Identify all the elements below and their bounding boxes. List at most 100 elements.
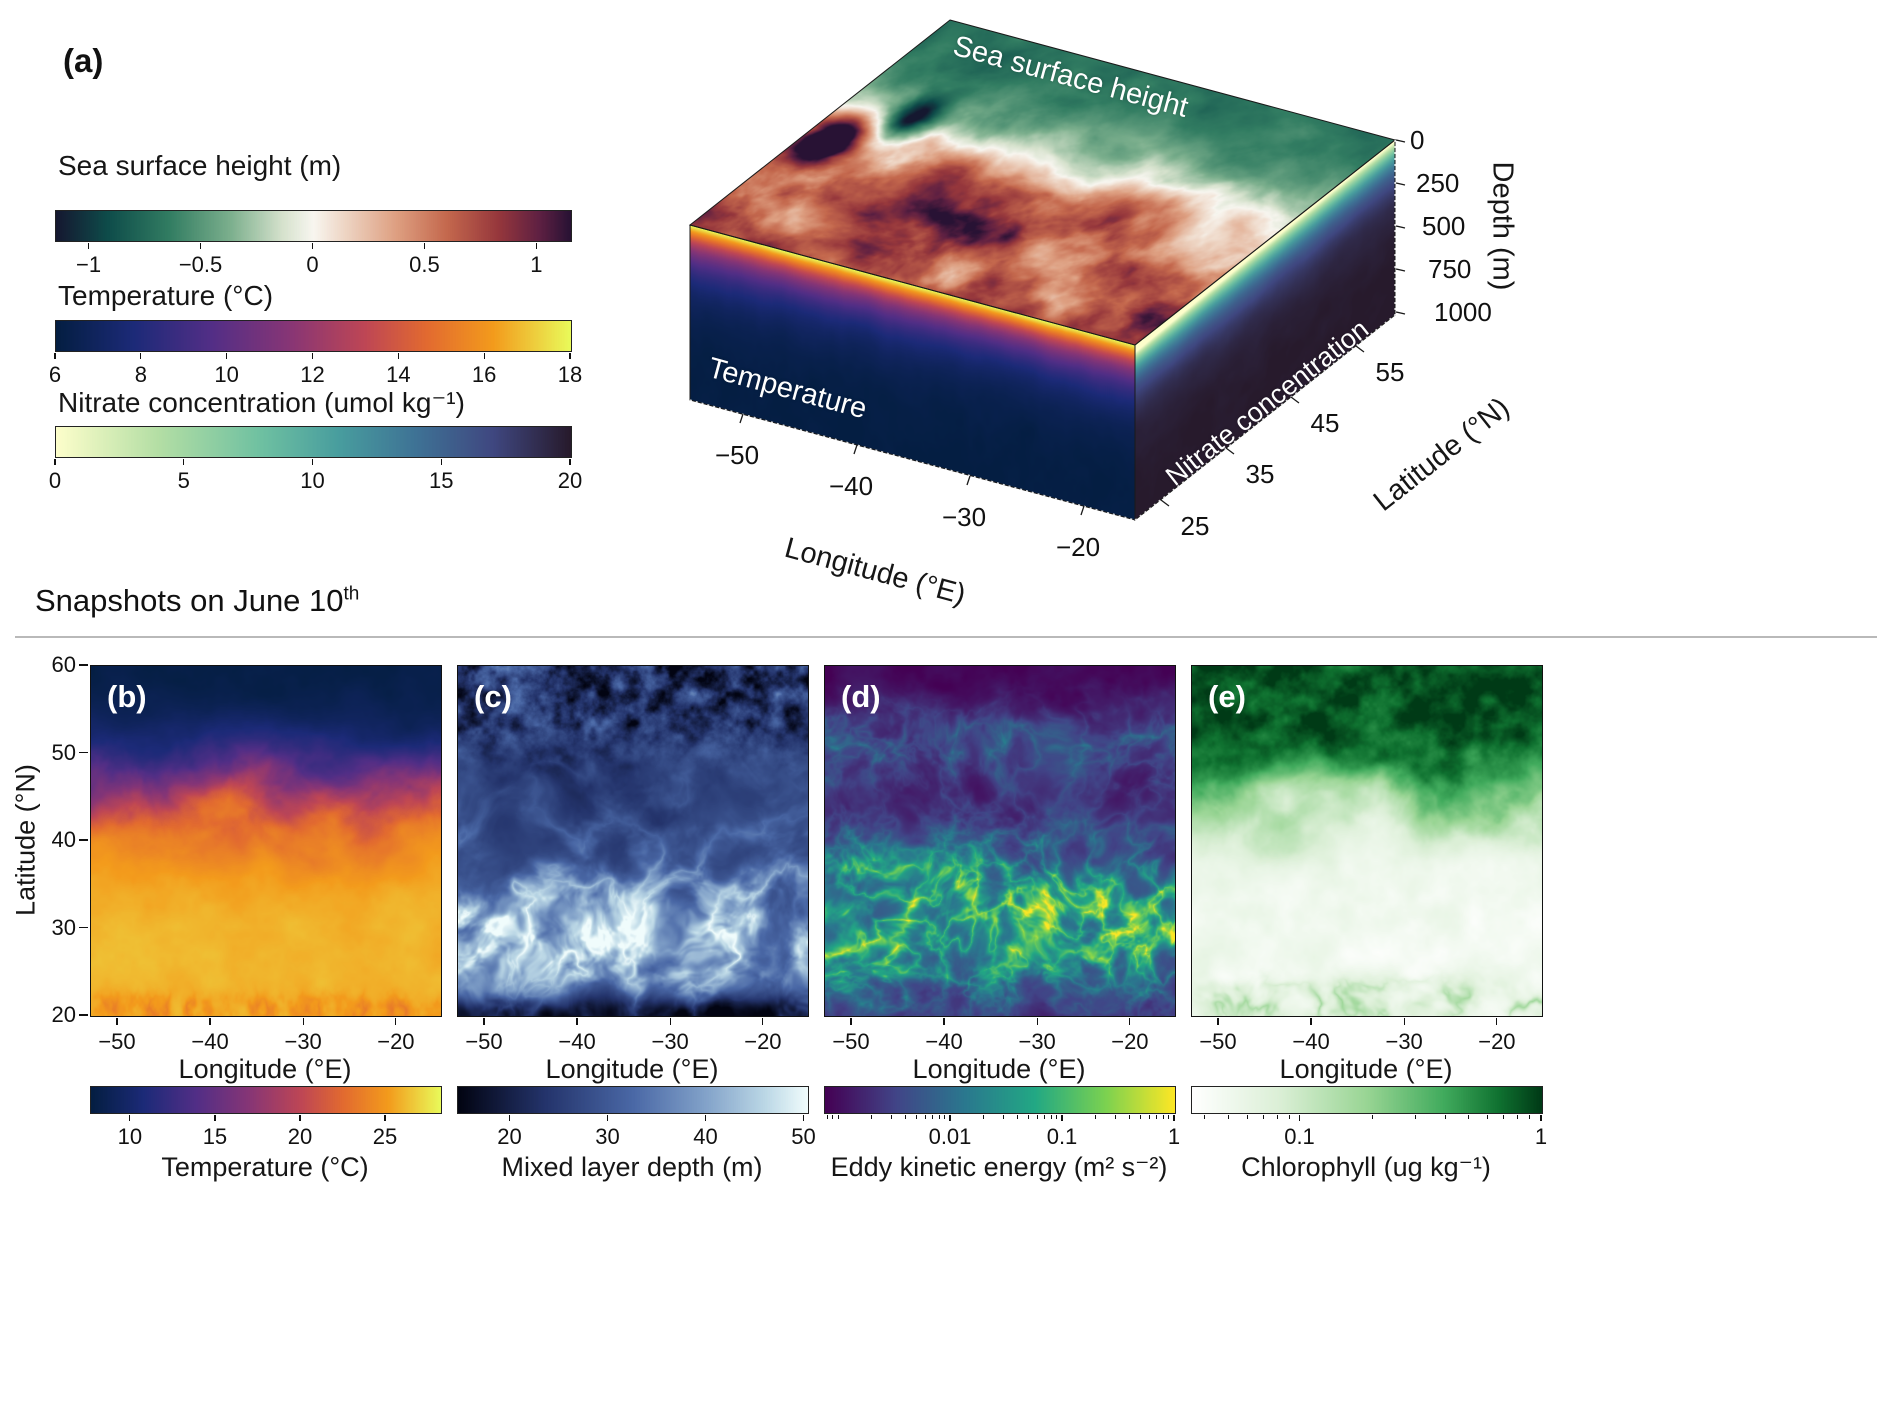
colorbar-tick-label: 0.1 bbox=[1284, 1124, 1315, 1149]
x-tick bbox=[209, 1018, 211, 1025]
panel-b-colorbar-title: Temperature (°C) bbox=[161, 1152, 369, 1182]
colorbar-minor-tick bbox=[1148, 1115, 1150, 1119]
colorbar-minor-tick bbox=[1050, 1115, 1052, 1119]
volume-x-tick-label: −30 bbox=[941, 502, 987, 532]
colorbar-minor-tick bbox=[1156, 1115, 1158, 1119]
x-tick-label: −30 bbox=[651, 1029, 689, 1054]
panel-b-map-temperature bbox=[90, 665, 442, 1017]
colorbar-tick bbox=[226, 353, 228, 359]
x-tick-label: −40 bbox=[558, 1029, 596, 1054]
colorbar-minor-tick bbox=[1517, 1115, 1519, 1119]
x-tick bbox=[1310, 1018, 1312, 1025]
x-tick-label: −40 bbox=[1292, 1029, 1330, 1054]
panel-e-x-axis-title: Longitude (°E) bbox=[1279, 1054, 1453, 1084]
volume-x-tick-label: −40 bbox=[828, 471, 874, 501]
colorbar-tick-label: 16 bbox=[471, 362, 497, 387]
colorbar-minor-tick bbox=[924, 1115, 926, 1119]
colorbar-minor-tick bbox=[932, 1115, 934, 1119]
colorbar-tick-label: 5 bbox=[177, 468, 190, 493]
colorbar-tick bbox=[1298, 1115, 1301, 1121]
colorbar-minor-tick bbox=[1139, 1115, 1141, 1119]
colorbar-minor-tick bbox=[915, 1115, 917, 1119]
colorbar-tick-label: 20 bbox=[557, 468, 583, 493]
panel-d-map-eddy-kinetic-energy bbox=[824, 665, 1176, 1017]
colorbar-tick bbox=[311, 243, 314, 249]
volume-y-tick-label: 35 bbox=[1245, 459, 1275, 489]
colorbar-tick bbox=[606, 1115, 609, 1121]
y-tick bbox=[79, 1014, 88, 1016]
y-tick bbox=[79, 839, 88, 841]
panel-e-map-chlorophyll bbox=[1191, 665, 1543, 1017]
panel-c-x-axis-title: Longitude (°E) bbox=[545, 1054, 719, 1084]
y-tick-label: 50 bbox=[51, 739, 76, 765]
colorbar-tick bbox=[87, 243, 90, 249]
colorbar-minor-tick bbox=[1056, 1115, 1058, 1119]
colorbar-tick-label: 0.5 bbox=[409, 252, 440, 277]
colorbar-minor-tick bbox=[1288, 1115, 1290, 1119]
x-tick bbox=[1217, 1018, 1219, 1025]
panel-c-map-mixed-layer-depth bbox=[457, 665, 809, 1017]
panel-d-colorbar-title: Eddy kinetic energy (m² s⁻²) bbox=[830, 1152, 1168, 1182]
x-tick-label: −20 bbox=[377, 1029, 415, 1054]
colorbar-tick-label: 40 bbox=[693, 1124, 718, 1149]
colorbar-tick bbox=[397, 353, 399, 359]
y-tick-label: 30 bbox=[51, 914, 76, 940]
x-tick-label: −50 bbox=[1199, 1029, 1237, 1054]
x-tick-label: −50 bbox=[98, 1029, 136, 1054]
colorbar-minor-tick bbox=[1168, 1115, 1170, 1119]
colorbar-minor-tick bbox=[1503, 1115, 1505, 1119]
panel-e-colorbar-title: Chlorophyll (ug kg⁻¹) bbox=[1241, 1152, 1491, 1182]
panel-d-x-axis-title: Longitude (°E) bbox=[912, 1054, 1086, 1084]
colorbar-tick-label: 10 bbox=[300, 468, 325, 493]
colorbar-tick-label: 0 bbox=[306, 252, 319, 277]
colorbar-minor-tick bbox=[1227, 1115, 1229, 1119]
x-tick bbox=[302, 1018, 304, 1025]
colorbar-tick bbox=[423, 243, 426, 249]
volume-z-tick-label: 0 bbox=[1410, 125, 1425, 155]
panel-a-letter: (a) bbox=[63, 42, 104, 79]
colorbar-minor-tick bbox=[1036, 1115, 1038, 1119]
colorbar-tick bbox=[949, 1115, 951, 1121]
panel-e-colorbar bbox=[1191, 1086, 1543, 1114]
colorbar-tick bbox=[1540, 1115, 1542, 1121]
colorbar-minor-tick bbox=[1262, 1115, 1264, 1119]
panel-b-colorbar bbox=[90, 1086, 442, 1114]
colorbar-minor-tick bbox=[890, 1115, 892, 1119]
x-tick bbox=[669, 1018, 671, 1025]
x-tick bbox=[1403, 1018, 1405, 1025]
colorbar-minor-tick bbox=[1044, 1115, 1046, 1119]
colorbar-minor-tick bbox=[1027, 1115, 1029, 1119]
y-tick-label: 20 bbox=[51, 1002, 76, 1027]
colorbar-tick-label: 50 bbox=[791, 1124, 816, 1149]
colorbar-minor-tick bbox=[1128, 1115, 1130, 1119]
colorbar-tick-label: 0.1 bbox=[1046, 1124, 1078, 1149]
colorbar-minor-tick bbox=[1276, 1115, 1278, 1119]
colorbar-minor-tick bbox=[1529, 1115, 1531, 1119]
colorbar-tick bbox=[183, 459, 185, 465]
x-tick-label: −50 bbox=[832, 1029, 870, 1054]
colorbar-tick bbox=[54, 459, 56, 465]
colorbar-tick bbox=[440, 459, 442, 465]
colorbar-minor-tick bbox=[1095, 1115, 1097, 1119]
colorbar-tick-label: 15 bbox=[202, 1124, 228, 1149]
snapshots-heading: Snapshots on June 10th bbox=[35, 583, 359, 619]
volume-y-axis-title: Latitude (°N) bbox=[1367, 391, 1516, 518]
colorbar-minor-tick bbox=[944, 1115, 946, 1119]
colorbar-minor-tick bbox=[1204, 1115, 1206, 1119]
colorbar-tick bbox=[483, 353, 485, 359]
colorbar-minor-tick bbox=[826, 1115, 828, 1119]
colorbar-tick-label: 1 bbox=[1167, 1124, 1181, 1149]
x-tick bbox=[943, 1018, 945, 1025]
volume-x-axis-title: Longitude (°E) bbox=[781, 531, 969, 612]
colorbar-tick bbox=[199, 243, 202, 249]
colorbar-minor-tick bbox=[938, 1115, 940, 1119]
colorbar-tick-label: 10 bbox=[117, 1124, 143, 1149]
panel-c-letter: (c) bbox=[474, 679, 512, 714]
panel-c-colorbar-title: Mixed layer depth (m) bbox=[501, 1152, 763, 1182]
colorbar-minor-tick bbox=[1162, 1115, 1164, 1119]
x-tick bbox=[1036, 1018, 1038, 1025]
snapshots-heading-sup: th bbox=[343, 583, 360, 605]
colorbar-tick-label: 12 bbox=[300, 362, 325, 387]
volume-x-tick-label: −20 bbox=[1055, 532, 1101, 562]
x-tick bbox=[1129, 1018, 1131, 1025]
